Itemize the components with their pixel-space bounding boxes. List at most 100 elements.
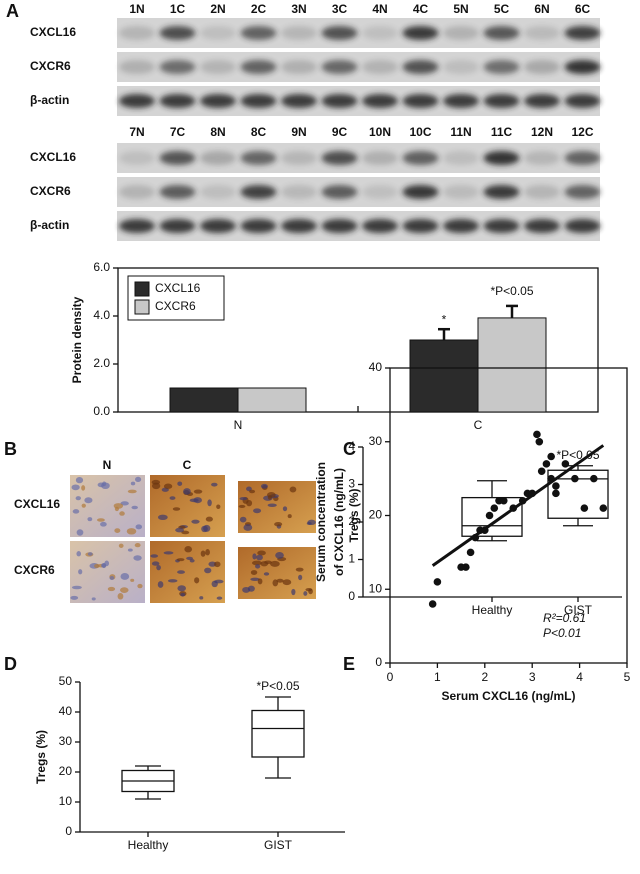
annotation: R²=0.61: [543, 611, 586, 625]
ihc-cell: [267, 495, 272, 500]
ihc-cell: [181, 530, 190, 535]
row-label: CXCR6: [14, 563, 55, 577]
ihc-cell: [180, 592, 186, 597]
y-tick-label: 20: [369, 508, 383, 522]
blot-band: [321, 26, 358, 40]
ihc-cell: [249, 489, 256, 494]
ihc-cell: [205, 549, 210, 556]
ihc-cell: [81, 485, 86, 491]
blot-band: [524, 60, 560, 74]
blot-band: [402, 60, 439, 74]
blot-band: [402, 151, 439, 165]
ihc-cell: [157, 514, 168, 521]
blot-band: [483, 60, 520, 74]
y-tick-label: 0.0: [93, 404, 110, 418]
blot-band: [483, 185, 520, 199]
lane-label: 11N: [450, 125, 471, 139]
bar: [477, 317, 547, 413]
ihc-cell: [120, 501, 129, 506]
ihc-cell: [291, 588, 296, 596]
lane-label: 8C: [251, 125, 267, 139]
y-tick-label: 0: [375, 655, 382, 669]
ihc-cell: [87, 517, 93, 522]
ihc-cell: [107, 586, 116, 592]
ihc-cell: [134, 542, 141, 548]
ihc-cell: [243, 524, 253, 531]
x-tick-label: 5: [624, 670, 631, 684]
ihc-cell: [71, 585, 82, 590]
blot-band: [524, 94, 560, 108]
blot-band: [159, 26, 196, 40]
row-label: CXCL16: [14, 497, 60, 511]
y-tick-label: 0: [65, 824, 72, 838]
blot-band: [200, 219, 236, 233]
blot-band: [119, 151, 155, 165]
blot-band: [362, 94, 398, 108]
point: [485, 511, 494, 520]
annotation: *: [442, 312, 447, 326]
point: [561, 460, 570, 468]
ihc-cell: [204, 567, 212, 574]
x-tick-label: GIST: [564, 603, 593, 617]
blot-band: [564, 26, 601, 40]
blot-band: [443, 219, 479, 233]
blot-band: [119, 26, 155, 40]
ihc-cell: [256, 554, 263, 561]
blot-band: [564, 185, 601, 199]
lane-label: 5C: [494, 2, 510, 16]
blot-band: [200, 26, 236, 40]
bar: [409, 339, 479, 413]
blot-band: [483, 26, 520, 40]
y-axis-label: Protein density: [70, 296, 84, 383]
y-tick-label: 4: [348, 439, 355, 453]
x-axis-label: Serum CXCL16 (ng/mL): [441, 689, 575, 703]
x-tick-label: Healthy: [128, 838, 169, 852]
ihc-cell: [70, 595, 79, 600]
blot-band: [524, 219, 560, 233]
point: [537, 467, 546, 476]
ihc-cell: [211, 482, 218, 487]
blot-band: [240, 151, 277, 165]
y-tick-label: 3: [348, 477, 355, 491]
blot-band: [483, 94, 520, 108]
ihc-cell: [114, 528, 121, 533]
ihc-cell: [201, 525, 208, 533]
y-tick-label: 2.0: [93, 356, 110, 370]
blot-band: [240, 185, 277, 199]
ihc-cell: [76, 551, 82, 557]
ihc-cell: [305, 588, 313, 592]
x-tick-label: Healthy: [472, 603, 513, 617]
x-tick-label: 3: [529, 670, 536, 684]
ihc-cell: [131, 505, 138, 510]
annotation: *P<0.05: [256, 679, 299, 693]
ihc-cell: [169, 496, 176, 500]
ihc-cell: [307, 519, 316, 525]
fit-line: [431, 444, 605, 567]
y-axis-label: of CXCL16 (ng/mL): [332, 468, 346, 576]
blot-band: [200, 151, 236, 165]
ihc-images: N C CXCL16 CXCR6: [14, 458, 316, 603]
ihc-cell: [175, 527, 185, 533]
ihc-cell: [135, 524, 143, 530]
ihc-cell: [207, 499, 212, 507]
ihc-cell: [200, 550, 206, 557]
blot-band: [564, 60, 601, 74]
point: [571, 474, 579, 483]
ihc-cell: [163, 483, 173, 489]
ihc-cell: [270, 560, 280, 567]
ihc-cell: [109, 575, 115, 581]
blot-band: [281, 151, 317, 165]
ihc-cell: [75, 476, 84, 484]
blot-band: [200, 94, 236, 108]
point: [462, 563, 470, 571]
point: [547, 452, 555, 461]
ihc-cell: [172, 507, 181, 511]
y-tick-label: 20: [59, 764, 73, 778]
blot-band: [159, 94, 196, 108]
blot-band: [564, 151, 601, 165]
ihc-cell: [91, 597, 96, 601]
ihc-image: [70, 541, 145, 603]
lane-label: 11C: [491, 125, 513, 139]
blot-band: [159, 185, 196, 199]
